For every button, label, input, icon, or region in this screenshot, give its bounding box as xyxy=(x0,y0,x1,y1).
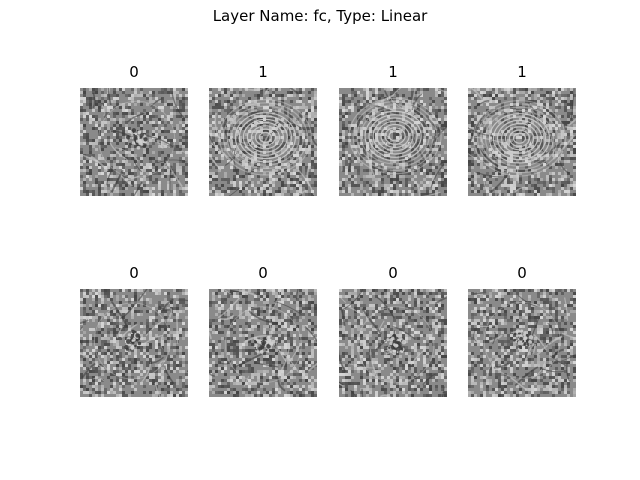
panel-5-image xyxy=(80,289,188,397)
panel-6-label: 0 xyxy=(258,264,268,282)
panel-6-image xyxy=(209,289,317,397)
panel-4: 1 xyxy=(468,63,576,197)
panel-8-label: 0 xyxy=(517,264,527,282)
panel-8-image xyxy=(468,289,576,397)
panel-7: 0 xyxy=(339,264,447,398)
panel-4-image xyxy=(468,88,576,196)
panel-5: 0 xyxy=(80,264,188,398)
panel-2: 1 xyxy=(209,63,317,197)
panel-2-label: 1 xyxy=(258,63,268,81)
panel-3-label: 1 xyxy=(388,63,398,81)
panel-4-label: 1 xyxy=(517,63,527,81)
panel-8: 0 xyxy=(468,264,576,398)
panel-1-image xyxy=(80,88,188,196)
panel-5-label: 0 xyxy=(129,264,139,282)
panel-3-image xyxy=(339,88,447,196)
panel-3: 1 xyxy=(339,63,447,197)
figure-title: Layer Name: fc, Type: Linear xyxy=(212,7,428,25)
panel-2-image xyxy=(209,88,317,196)
panel-1: 0 xyxy=(80,63,188,197)
panel-7-label: 0 xyxy=(388,264,398,282)
panel-7-image xyxy=(339,289,447,397)
panel-1-label: 0 xyxy=(129,63,139,81)
panel-6: 0 xyxy=(209,264,317,398)
